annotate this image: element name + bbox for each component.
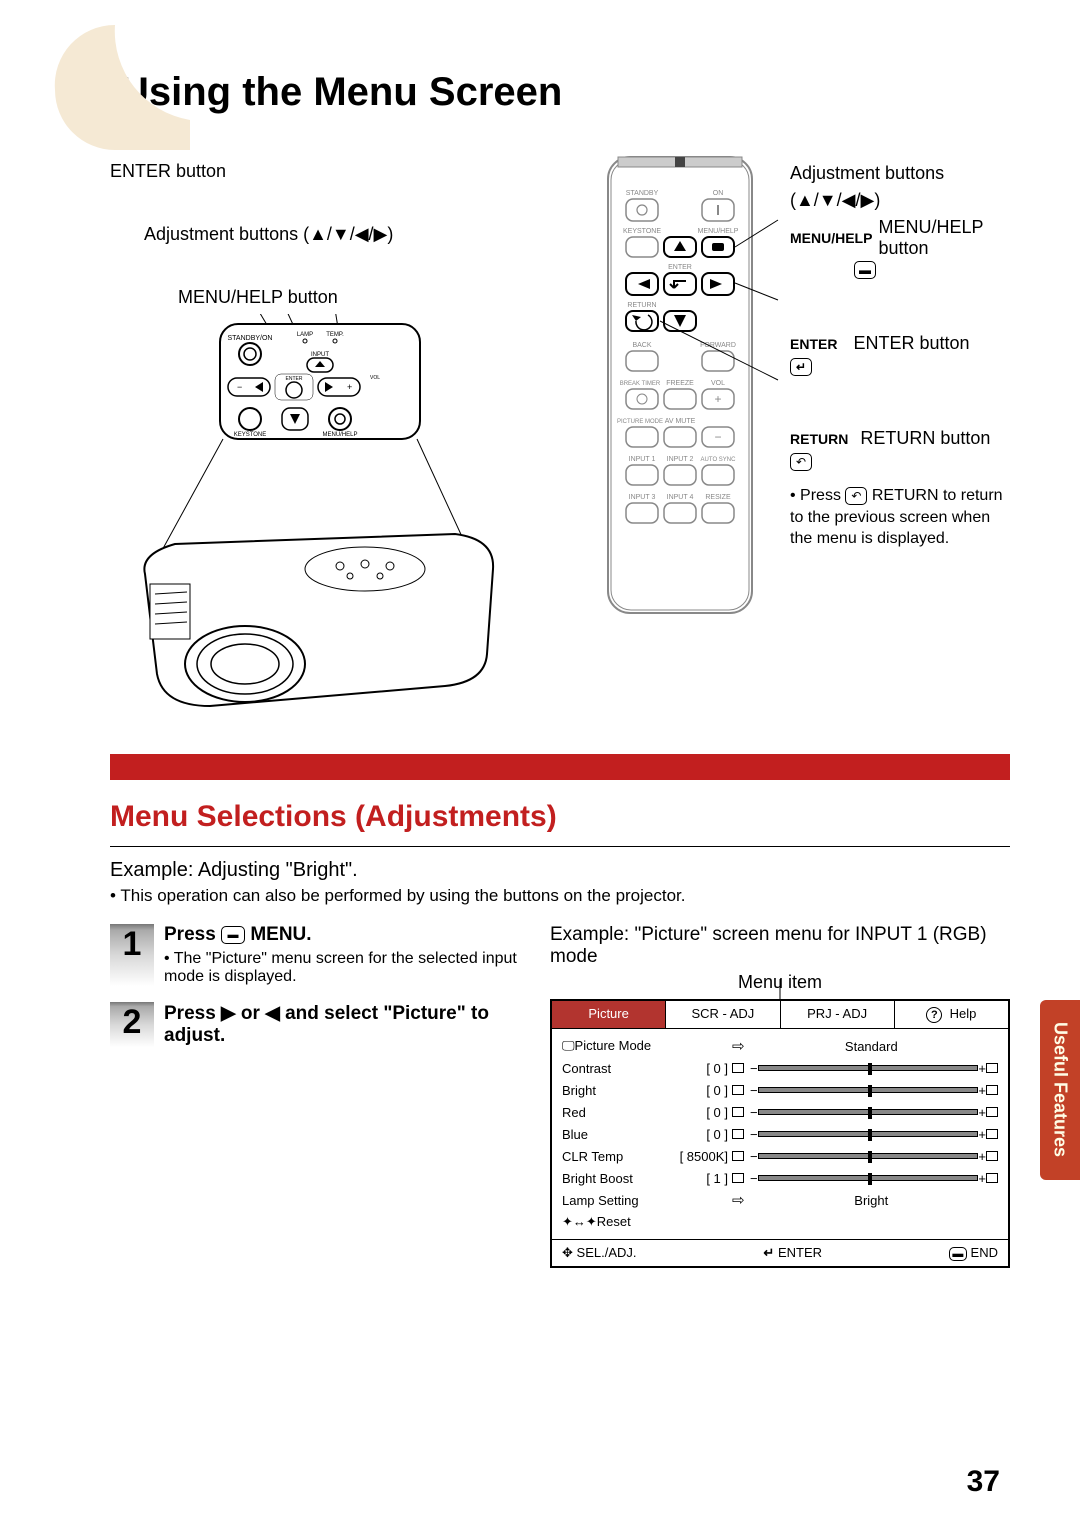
step-2: 2 Press ▶ or ◀ and select "Picture" to a…: [110, 1002, 530, 1047]
adjustment-buttons-label: Adjustment buttons (▲/▼/◀/▶): [110, 224, 540, 245]
remote-arrows-label: (▲/▼/◀/▶): [790, 190, 1010, 211]
osd-row[interactable]: 🖵Picture Mode⇨Standard: [562, 1035, 998, 1057]
svg-text:LAMP: LAMP: [297, 332, 313, 338]
menu-icon: ▬: [854, 261, 876, 279]
osd-screen: Picture SCR - ADJ PRJ - ADJ ? Help 🖵Pict…: [550, 999, 1010, 1268]
osd-row[interactable]: Bright[ 0 ]−+: [562, 1079, 998, 1101]
step1-sub: • The "Picture" menu screen for the sele…: [164, 950, 530, 986]
menuhelp-button-label: MENU/HELP button: [110, 287, 540, 308]
svg-text:−: −: [714, 430, 721, 444]
step-1: 1 Press ▬ MENU. • The "Picture" menu scr…: [110, 924, 530, 986]
return-icon: ↶: [790, 453, 812, 471]
enter-button-label: ENTER button: [110, 161, 540, 182]
corner-decoration: [40, 20, 190, 150]
seladj-icon: ✥: [562, 1245, 573, 1260]
osd-tab-prj[interactable]: PRJ - ADJ: [781, 1001, 895, 1028]
svg-text:RESIZE: RESIZE: [705, 494, 731, 501]
osd-tab-scr[interactable]: SCR - ADJ: [666, 1001, 780, 1028]
osd-row[interactable]: ✦↔✦Reset: [562, 1211, 998, 1233]
svg-text:INPUT: INPUT: [311, 352, 329, 358]
help-icon: ?: [926, 1007, 942, 1023]
osd-row[interactable]: Blue[ 0 ]−+: [562, 1123, 998, 1145]
enter-icon: ↵: [790, 358, 812, 376]
svg-text:INPUT 3: INPUT 3: [629, 494, 656, 501]
svg-text:FREEZE: FREEZE: [666, 380, 694, 387]
osd-tab-help[interactable]: ? Help: [895, 1001, 1008, 1028]
return-note: • Press ↶ RETURN to return to the previo…: [790, 485, 1010, 550]
osd-row[interactable]: Bright Boost[ 1 ]−+: [562, 1167, 998, 1189]
svg-text:+: +: [347, 382, 352, 392]
section-divider-bar: [110, 754, 1010, 780]
osd-tabs: Picture SCR - ADJ PRJ - ADJ ? Help: [552, 1001, 1008, 1029]
svg-text:KEYSTONE: KEYSTONE: [623, 228, 661, 235]
example-bullet: • This operation can also be performed b…: [110, 886, 1010, 906]
svg-text:−: −: [237, 382, 242, 392]
svg-text:MENU/HELP: MENU/HELP: [322, 432, 357, 438]
svg-text:RETURN: RETURN: [627, 302, 656, 309]
svg-text:INPUT 2: INPUT 2: [667, 456, 694, 463]
return-icon-inline: ↶: [845, 487, 867, 505]
svg-text:INPUT 1: INPUT 1: [629, 456, 656, 463]
remote-adjust-label: Adjustment buttons: [790, 163, 1010, 184]
svg-text:AUTO SYNC: AUTO SYNC: [701, 457, 737, 463]
menu-key-icon: ▬: [221, 926, 245, 944]
svg-text:BACK: BACK: [632, 342, 651, 349]
svg-text:AV MUTE: AV MUTE: [665, 418, 696, 425]
svg-text:MENU/HELP: MENU/HELP: [698, 228, 739, 235]
menu-example-title: Example: "Picture" screen menu for INPUT…: [550, 924, 1010, 968]
section-title: Menu Selections (Adjustments): [110, 800, 1010, 834]
step-number: 2: [110, 1002, 154, 1047]
page-number: 37: [967, 1465, 1000, 1499]
svg-text:BREAK TIMER: BREAK TIMER: [620, 381, 661, 387]
enter-icon: ↵: [763, 1245, 774, 1260]
svg-text:FORWARD: FORWARD: [700, 342, 736, 349]
osd-tab-picture[interactable]: Picture: [552, 1001, 666, 1028]
svg-text:VOL: VOL: [711, 380, 725, 387]
osd-row[interactable]: Red[ 0 ]−+: [562, 1101, 998, 1123]
remote-enter-label: ENTER ENTER button: [790, 333, 1010, 354]
remote-menuhelp-label: MENU/HELP MENU/HELP button: [790, 217, 1010, 259]
projector-diagram: STANDBY/ON LAMP TEMP. INPUT − ENTER: [110, 314, 540, 734]
svg-text:VOL: VOL: [370, 375, 380, 381]
svg-text:+: +: [714, 392, 721, 406]
svg-text:ON: ON: [713, 190, 724, 197]
end-icon: ▬: [949, 1247, 967, 1261]
remote-diagram: STANDBY ON KEYSTONE MENU/HELP: [580, 155, 780, 615]
osd-row[interactable]: Contrast[ 0 ]−+: [562, 1057, 998, 1079]
step2-title: Press ▶ or ◀ and select "Picture" to adj…: [164, 1003, 489, 1046]
osd-row[interactable]: CLR Temp[ 8500K]−+: [562, 1145, 998, 1167]
svg-text:ENTER: ENTER: [668, 264, 692, 271]
side-tab-useful-features: Useful Features: [1040, 1000, 1080, 1180]
step-number: 1: [110, 924, 154, 986]
svg-text:PICTURE MODE: PICTURE MODE: [617, 419, 663, 425]
svg-text:STANDBY: STANDBY: [626, 190, 659, 197]
osd-row[interactable]: Lamp Setting⇨Bright: [562, 1189, 998, 1211]
page-title: Using the Menu Screen: [120, 30, 1010, 115]
svg-text:KEYSTONE: KEYSTONE: [234, 432, 267, 438]
svg-text:ENTER: ENTER: [286, 376, 303, 382]
svg-text:TEMP.: TEMP.: [326, 332, 344, 338]
example-line: Example: Adjusting "Bright".: [110, 859, 1010, 882]
svg-text:INPUT 4: INPUT 4: [667, 494, 694, 501]
svg-text:STANDBY/ON: STANDBY/ON: [228, 335, 273, 342]
osd-footer: ✥ SEL./ADJ. ↵ ENTER ▬ END: [552, 1239, 1008, 1266]
remote-return-label: RETURN RETURN button: [790, 428, 1010, 449]
